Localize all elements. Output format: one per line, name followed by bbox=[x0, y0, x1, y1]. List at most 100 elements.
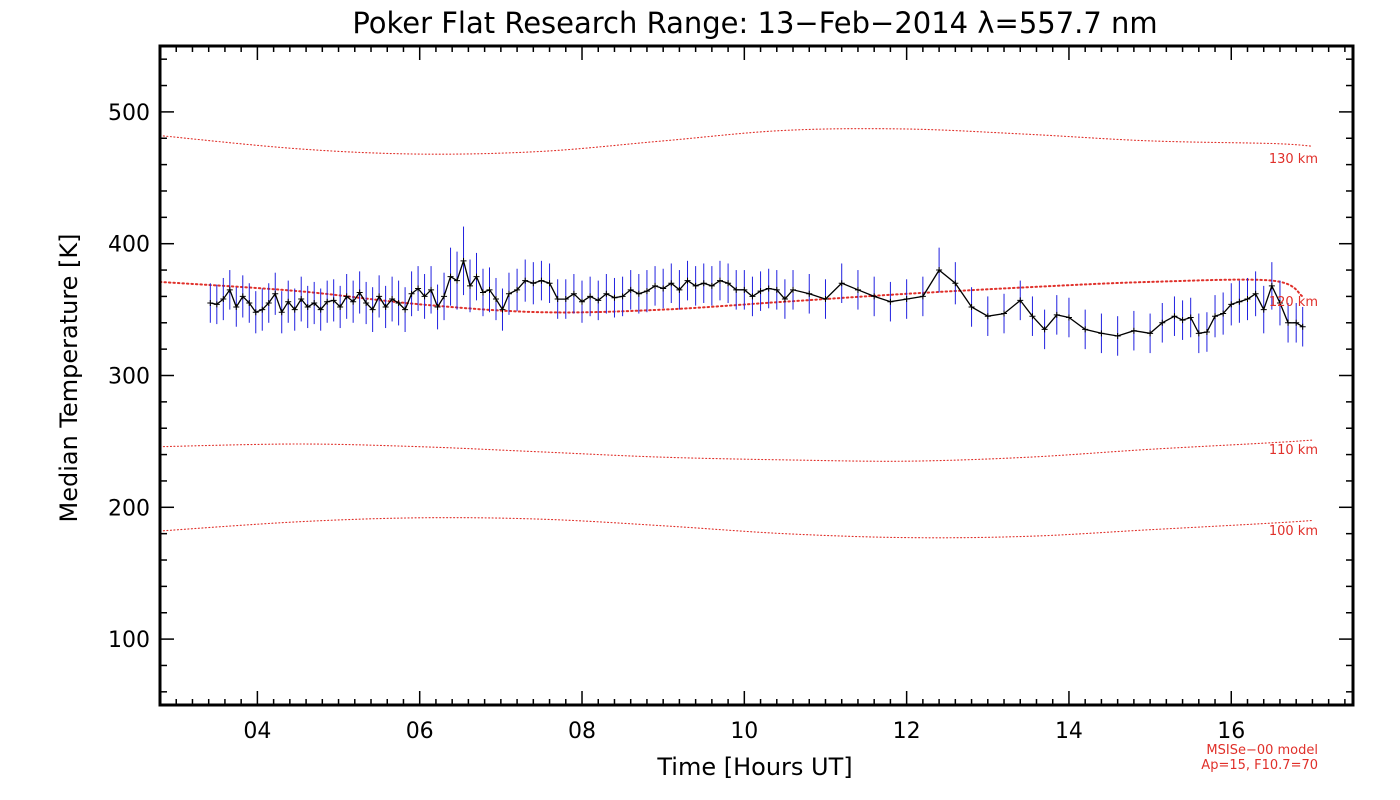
data-point bbox=[454, 277, 461, 284]
data-point bbox=[781, 296, 788, 303]
data-point bbox=[1187, 314, 1194, 321]
x-tick-label: 04 bbox=[243, 719, 271, 744]
y-tick-label: 200 bbox=[108, 496, 150, 521]
data-point bbox=[627, 286, 634, 293]
data-point bbox=[304, 303, 311, 310]
y-tick-label: 300 bbox=[108, 365, 150, 390]
data-point bbox=[1017, 297, 1024, 304]
axis-ticks-layer: 04 06 08 10 12 14 16 100 200 300 400 500 bbox=[108, 46, 1353, 744]
data-point bbox=[486, 286, 493, 293]
data-point bbox=[871, 293, 878, 300]
data-point bbox=[1159, 319, 1166, 326]
data-point bbox=[272, 290, 279, 297]
data-point bbox=[1244, 296, 1251, 303]
data-point bbox=[854, 286, 861, 293]
chart-title: Poker Flat Research Range: 13−Feb−2014 λ… bbox=[352, 6, 1157, 40]
error-bars-layer bbox=[209, 226, 1304, 356]
data-point bbox=[415, 285, 422, 292]
data-point bbox=[1268, 282, 1275, 289]
data-point bbox=[765, 285, 772, 292]
data-point bbox=[1130, 327, 1137, 334]
model-label-110km: 110 km bbox=[1269, 443, 1318, 458]
data-point bbox=[1252, 290, 1259, 297]
data-point bbox=[570, 290, 577, 297]
data-point bbox=[579, 298, 586, 305]
x-axis-label: Time [Hours UT] bbox=[656, 753, 852, 781]
data-point bbox=[887, 298, 894, 305]
model-curve-110km bbox=[159, 439, 1313, 462]
y-tick-label: 400 bbox=[108, 233, 150, 258]
model-curve-130km bbox=[159, 128, 1313, 155]
data-point bbox=[259, 306, 266, 313]
data-point bbox=[421, 293, 428, 300]
data-point bbox=[480, 289, 487, 296]
data-point bbox=[376, 293, 383, 300]
data-point bbox=[369, 306, 376, 313]
data-point bbox=[562, 296, 569, 303]
data-point bbox=[382, 303, 389, 310]
y-tick-label: 500 bbox=[108, 101, 150, 126]
data-point bbox=[1001, 310, 1008, 317]
data-point bbox=[790, 286, 797, 293]
data-point bbox=[716, 277, 723, 284]
data-point bbox=[554, 296, 561, 303]
model-label-100km: 100 km bbox=[1269, 524, 1318, 539]
data-point bbox=[1299, 323, 1306, 330]
data-point bbox=[434, 303, 441, 310]
data-point bbox=[595, 297, 602, 304]
data-point bbox=[402, 306, 409, 313]
data-point bbox=[635, 290, 642, 297]
data-point bbox=[838, 280, 845, 287]
data-point bbox=[660, 285, 667, 292]
data-point bbox=[1029, 313, 1036, 320]
data-point bbox=[291, 306, 298, 313]
data-point bbox=[460, 257, 467, 264]
data-point bbox=[587, 293, 594, 300]
data-point bbox=[207, 300, 214, 307]
data-point bbox=[226, 286, 233, 293]
model-curves-layer bbox=[159, 128, 1313, 539]
data-point bbox=[233, 303, 240, 310]
data-point bbox=[514, 286, 521, 293]
data-point bbox=[246, 300, 253, 307]
data-point bbox=[538, 277, 545, 284]
data-point bbox=[1228, 301, 1235, 308]
y-tick-label: 100 bbox=[108, 628, 150, 653]
data-point bbox=[757, 288, 764, 295]
data-point bbox=[822, 296, 829, 303]
data-point bbox=[984, 313, 991, 320]
data-point bbox=[968, 303, 975, 310]
data-point bbox=[220, 296, 227, 303]
data-point bbox=[428, 286, 435, 293]
data-point bbox=[441, 293, 448, 300]
x-tick-label: 12 bbox=[893, 719, 921, 744]
data-point bbox=[749, 293, 756, 300]
data-point bbox=[317, 306, 324, 313]
model-note-line2: Ap=15, F10.7=70 bbox=[1201, 758, 1318, 773]
y-axis-label: Median Temperature [K] bbox=[55, 233, 83, 522]
data-point bbox=[467, 282, 474, 289]
data-point bbox=[1179, 317, 1186, 324]
data-point bbox=[952, 280, 959, 287]
data-point bbox=[1098, 330, 1105, 337]
measurement-line bbox=[210, 258, 1304, 337]
data-point bbox=[395, 300, 402, 307]
model-note-line1: MSISe−00 model bbox=[1206, 743, 1318, 758]
data-point bbox=[806, 290, 813, 297]
data-point bbox=[676, 286, 683, 293]
data-point bbox=[643, 288, 650, 295]
data-point bbox=[522, 277, 529, 284]
data-point bbox=[700, 280, 707, 287]
data-point bbox=[343, 293, 350, 300]
data-point bbox=[652, 282, 659, 289]
data-point bbox=[265, 300, 272, 307]
data-point bbox=[530, 280, 537, 287]
data-point bbox=[1285, 319, 1292, 326]
data-point bbox=[278, 309, 285, 316]
data-point bbox=[1203, 329, 1210, 336]
data-point bbox=[447, 273, 454, 280]
data-point bbox=[919, 293, 926, 300]
data-point bbox=[692, 282, 699, 289]
data-point bbox=[499, 306, 506, 313]
